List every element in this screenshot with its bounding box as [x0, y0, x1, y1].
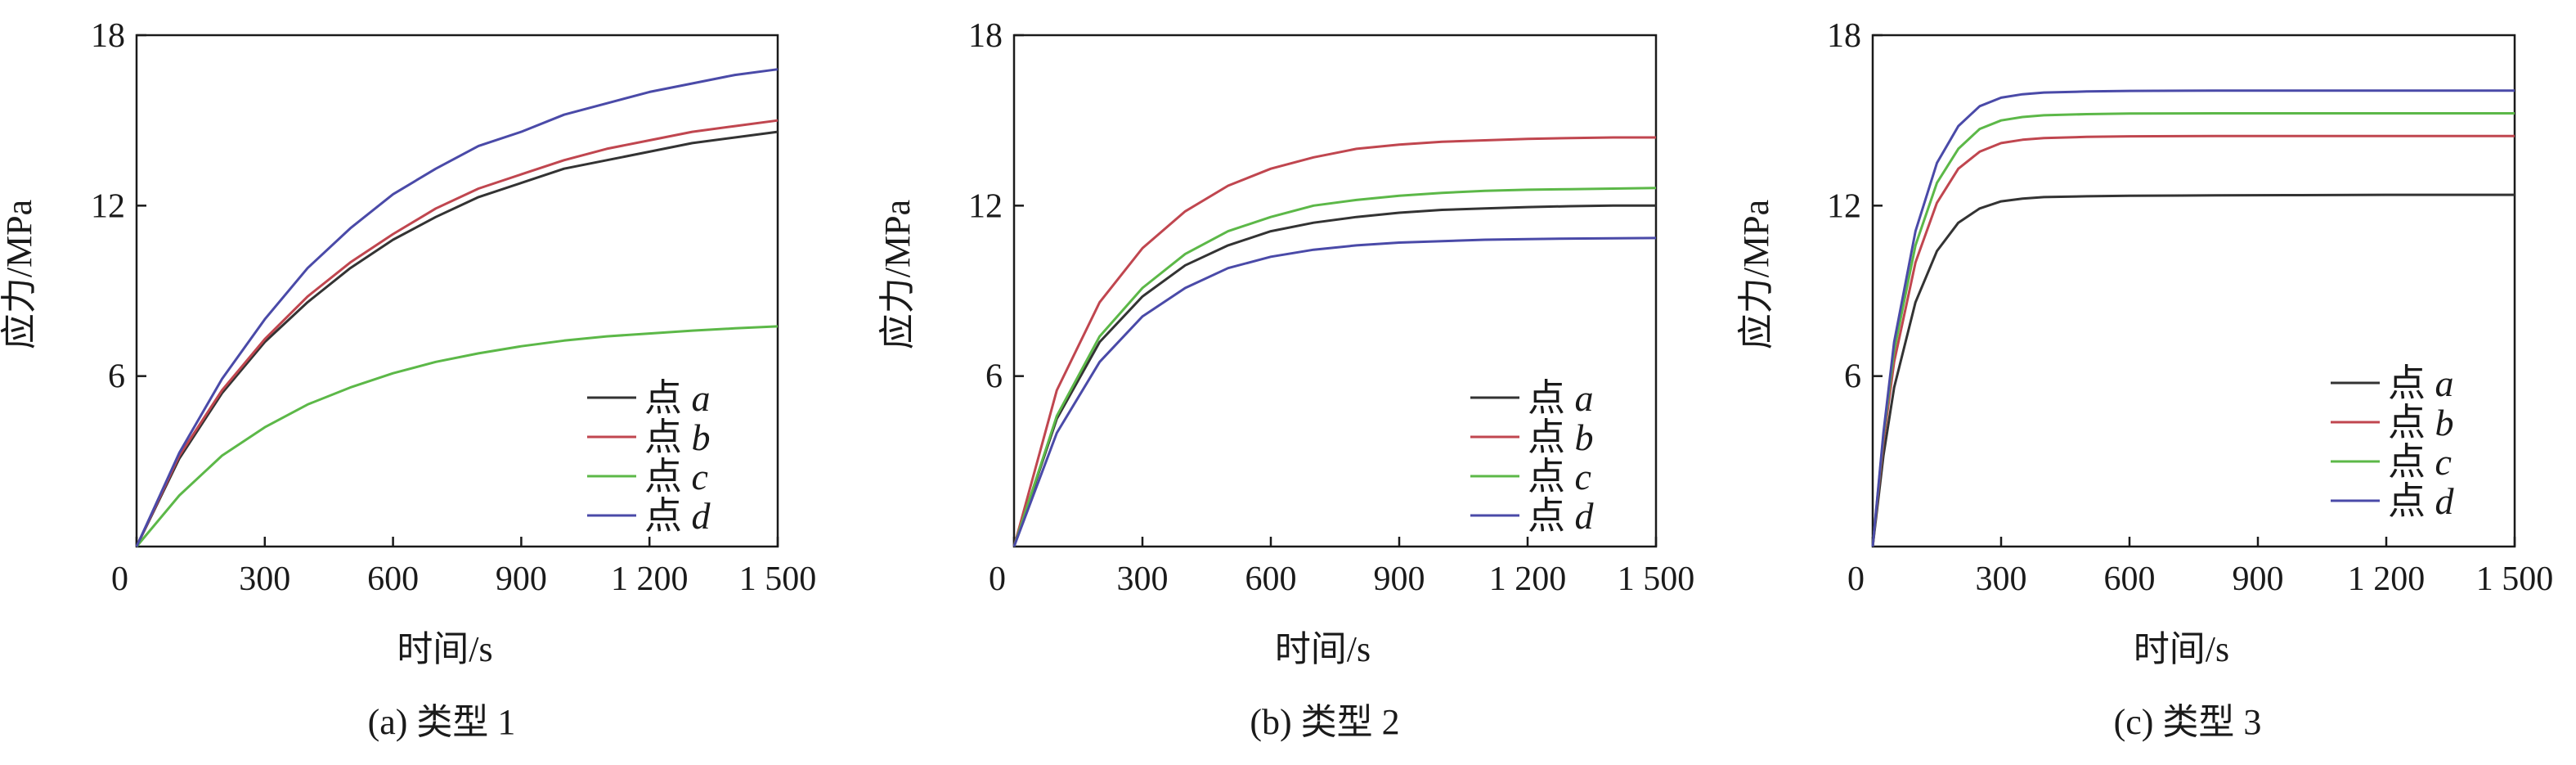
- y-tick-label: 18: [1827, 17, 1861, 55]
- series-line-a: [135, 130, 779, 547]
- x-axis-title: 时间/s: [1275, 629, 1371, 669]
- series-line-d: [135, 68, 779, 547]
- x-tick-label: 900: [1374, 560, 1425, 598]
- series-line-d: [1871, 89, 2515, 547]
- x-tick-label: 300: [1976, 560, 2027, 598]
- x-tick-label: 0: [989, 560, 1006, 598]
- series-line-a: [1012, 204, 1656, 547]
- panel-caption: (c) 类型 3: [2114, 702, 2262, 742]
- series-line-b: [135, 119, 779, 547]
- x-tick-label: 300: [1117, 560, 1169, 598]
- x-tick-label: 600: [2104, 560, 2156, 598]
- x-tick-label: 0: [1847, 560, 1865, 598]
- series-line-d: [1012, 236, 1657, 547]
- x-tick-label: 1 200: [1489, 560, 1567, 598]
- y-tick-label: 6: [108, 358, 125, 396]
- series-line-b: [1012, 136, 1656, 547]
- legend-label-c: 点 c: [644, 456, 708, 497]
- x-tick-label: 900: [496, 560, 547, 598]
- chart-panel-1: 0 300 600 900 1 200 1 500 6 12 18 点 a点 b点 c点 d 时间/…: [0, 17, 816, 742]
- chart-panel-3: 0 300 600 900 1 200 1 500 6 12 18 点 a点 b点 c点 d 时间/…: [1736, 17, 2553, 742]
- x-tick-label: 1 500: [1618, 560, 1695, 598]
- x-axis-title: 时间/s: [2134, 629, 2229, 669]
- y-tick-label: 6: [985, 358, 1003, 396]
- legend-label-b: 点 b: [1528, 416, 1594, 458]
- legend-label-d: 点 d: [1528, 495, 1595, 537]
- legend-label-d: 点 d: [644, 495, 711, 537]
- y-tick-label: 12: [1827, 187, 1861, 225]
- x-tick-label: 1 200: [611, 560, 689, 598]
- series-line-c: [135, 325, 779, 547]
- legend-label-a: 点 a: [644, 377, 711, 419]
- legend-label-a: 点 a: [1528, 377, 1594, 419]
- x-tick-label: 1 200: [2348, 560, 2426, 598]
- series-line-a: [1871, 193, 2515, 547]
- x-tick-label: 1 500: [2476, 560, 2554, 598]
- panel-caption: (a) 类型 1: [368, 702, 516, 742]
- legend-label-d: 点 d: [2388, 480, 2455, 522]
- x-tick-label: 600: [1245, 560, 1297, 598]
- legend-label-b: 点 b: [2388, 402, 2454, 443]
- series-line-c: [1012, 187, 1657, 547]
- x-tick-label: 0: [111, 560, 128, 598]
- x-axis-title: 时间/s: [397, 629, 492, 669]
- x-tick-label: 300: [239, 560, 290, 598]
- chart-panel-2: 0 300 600 900 1 200 1 500 6 12 18 点 a点 b点 c点 d 时间/…: [877, 17, 1694, 742]
- y-axis-title: 应力/MPa: [877, 200, 918, 349]
- x-tick-label: 600: [367, 560, 419, 598]
- legend-label-b: 点 b: [644, 416, 711, 458]
- y-tick-label: 18: [968, 17, 1003, 55]
- series-line-b: [1871, 134, 2515, 547]
- panel-caption: (b) 类型 2: [1250, 702, 1399, 742]
- y-tick-label: 12: [968, 187, 1003, 225]
- x-tick-label: 1 500: [739, 560, 817, 598]
- y-tick-label: 18: [91, 17, 125, 55]
- y-axis-title: 应力/MPa: [1736, 200, 1776, 349]
- legend-label-c: 点 c: [2388, 441, 2452, 483]
- legend-label-a: 点 a: [2388, 362, 2454, 404]
- y-axis-title: 应力/MPa: [0, 200, 39, 349]
- y-tick-label: 6: [1844, 358, 1861, 396]
- x-tick-label: 900: [2233, 560, 2284, 598]
- legend-label-c: 点 c: [1528, 456, 1591, 497]
- series-line-c: [1871, 112, 2515, 547]
- y-tick-label: 12: [91, 187, 125, 225]
- plot-frame: [1871, 34, 2516, 548]
- plot-frame: [1012, 34, 1658, 548]
- plot-frame: [135, 34, 779, 548]
